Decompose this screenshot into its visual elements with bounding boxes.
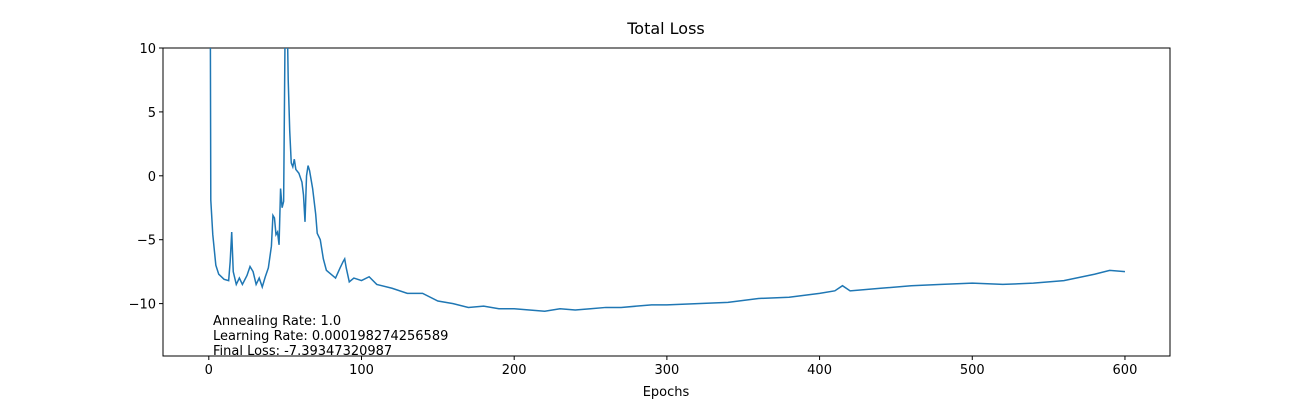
loss-line [209,48,1126,313]
x-tick-label: 400 [807,363,832,378]
y-tick-label: −5 [137,234,156,249]
x-tick-label: 600 [1113,363,1138,378]
y-tick-label: 10 [139,42,156,57]
chart-title: Total Loss [626,19,705,38]
annotation: Learning Rate: 0.000198274256589 [213,329,448,344]
x-tick-label: 100 [349,363,374,378]
x-tick-label: 500 [960,363,985,378]
x-tick-label: 300 [654,363,679,378]
y-tick-label: −10 [129,298,156,313]
y-tick-label: 5 [148,106,156,121]
annotation: Annealing Rate: 1.0 [213,314,341,329]
x-tick-label: 200 [502,363,527,378]
y-tick-label: 0 [148,170,156,185]
x-axis-label: Epochs [643,385,690,400]
annotation: Final Loss: -7.39347320987 [213,344,392,359]
x-tick-label: 0 [205,363,213,378]
